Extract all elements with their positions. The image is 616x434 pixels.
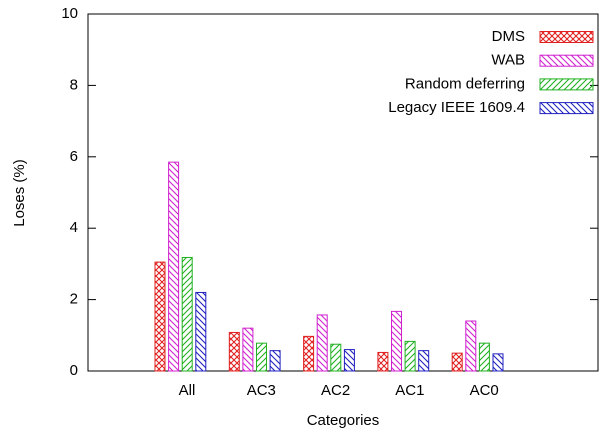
- y-tick-label: 8: [70, 76, 78, 93]
- bar: [451, 352, 463, 372]
- bar: [256, 342, 267, 372]
- bar: [478, 342, 490, 372]
- legend-swatch: [539, 31, 594, 43]
- bar: [330, 343, 342, 372]
- x-tick-label: AC2: [321, 382, 350, 399]
- bar: [418, 350, 430, 372]
- y-tick-label: 6: [70, 148, 78, 165]
- bar: [391, 310, 402, 372]
- bar: [316, 314, 328, 372]
- legend-label: Legacy IEEE 1609.4: [388, 99, 525, 116]
- legend-swatch: [539, 102, 594, 115]
- bar: [269, 350, 281, 372]
- legend-swatch: [539, 78, 594, 91]
- plot-frame: [87, 13, 599, 372]
- bar: [195, 291, 207, 372]
- y-tick-label: 10: [61, 5, 78, 22]
- bar: [404, 340, 416, 372]
- bar: [303, 335, 315, 372]
- bar: [343, 349, 355, 372]
- legend-swatch: [539, 54, 594, 67]
- bar: [154, 261, 166, 372]
- x-tick-label: AC0: [470, 382, 499, 399]
- bar: [168, 161, 180, 372]
- y-tick-label: 4: [70, 219, 78, 236]
- y-tick-label: 0: [70, 362, 78, 379]
- y-tick-label: 2: [70, 291, 78, 308]
- bar: [242, 327, 254, 372]
- x-tick-label: All: [179, 382, 196, 399]
- legend-label: WAB: [491, 52, 525, 69]
- y-axis-label: Loses (%): [11, 159, 28, 227]
- x-tick-label: AC3: [247, 382, 276, 399]
- legend-label: DMS: [492, 28, 525, 45]
- bar: [181, 256, 193, 372]
- bar: [228, 331, 240, 372]
- x-tick-label: AC1: [395, 382, 424, 399]
- bar: [492, 353, 504, 372]
- legend-label: Random deferring: [405, 75, 525, 92]
- x-axis-label: Categories: [307, 412, 380, 429]
- bar: [377, 351, 389, 372]
- bar: [465, 320, 477, 372]
